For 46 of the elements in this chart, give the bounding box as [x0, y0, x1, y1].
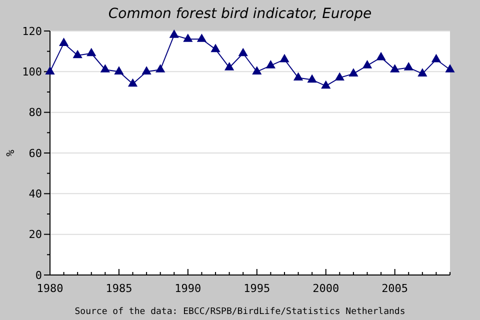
- point: [390, 64, 400, 72]
- x-tick-label: 1990: [174, 282, 202, 295]
- point: [431, 54, 442, 62]
- point: [321, 80, 331, 89]
- point: [86, 48, 96, 56]
- point: [114, 66, 124, 74]
- point: [348, 68, 358, 76]
- point: [252, 66, 262, 74]
- x-tick-label: 2005: [382, 282, 408, 295]
- x-tick-label: 2000: [312, 282, 340, 295]
- x-tick-label: 1980: [36, 282, 64, 295]
- point: [196, 34, 207, 42]
- point: [224, 62, 234, 70]
- chart-title: Common forest bird indicator, Europe: [108, 6, 372, 22]
- point: [334, 72, 344, 81]
- point: [72, 50, 82, 58]
- y-tick-label: 80: [28, 106, 42, 120]
- point: [45, 66, 55, 74]
- point: [280, 54, 290, 62]
- point: [445, 64, 455, 72]
- x-tick-label: 1995: [244, 282, 270, 295]
- point: [307, 74, 317, 83]
- y-axis-title: %: [4, 149, 17, 156]
- point: [58, 38, 69, 46]
- point: [156, 64, 166, 72]
- y-tick-label: 60: [28, 146, 42, 160]
- y-tick-label: 20: [28, 228, 42, 242]
- y-tick-label: 100: [22, 66, 42, 79]
- point: [362, 60, 372, 68]
- y-tick-label: 0: [35, 268, 42, 282]
- y-tick-label: 120: [22, 24, 42, 38]
- point: [404, 62, 414, 70]
- point: [376, 52, 386, 60]
- point: [169, 30, 179, 38]
- point: [418, 68, 428, 76]
- point: [183, 34, 193, 42]
- point: [210, 44, 220, 52]
- point: [100, 64, 110, 72]
- point: [266, 60, 276, 68]
- y-tick-label: 40: [28, 188, 42, 201]
- x-tick-label: 1985: [106, 282, 132, 295]
- point: [128, 78, 138, 87]
- source-note: Source of the data: EBCC/RSPB/BirdLife/Statistics Netherlands: [74, 307, 406, 317]
- point: [142, 66, 152, 74]
- point: [293, 72, 304, 81]
- point: [238, 48, 248, 56]
